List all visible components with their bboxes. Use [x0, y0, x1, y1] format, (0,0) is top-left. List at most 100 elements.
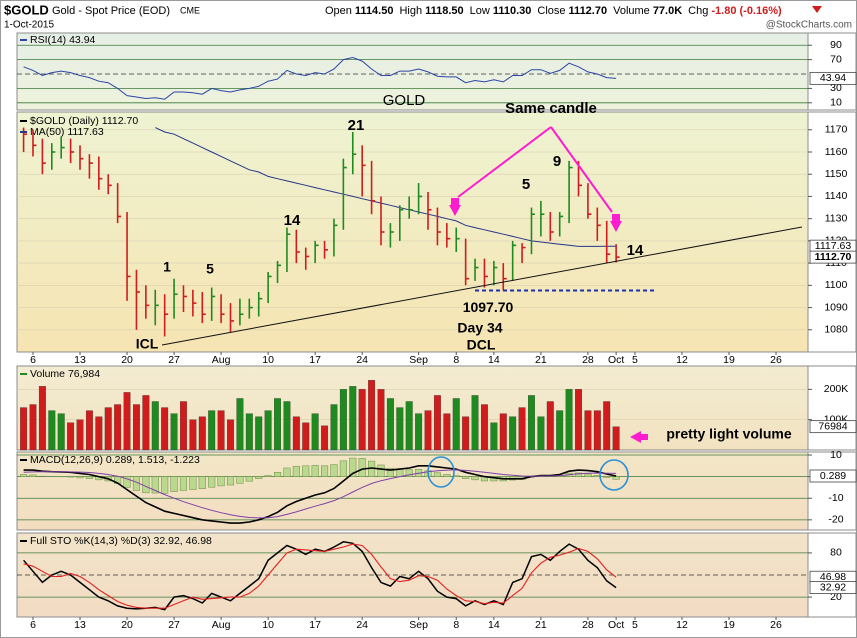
x-tick-label: 20: [121, 354, 133, 366]
volume-bar: [490, 422, 498, 451]
panel-legend: Volume 76,984: [30, 368, 100, 380]
value-tag: [809, 420, 857, 434]
macd-histogram-bar: [179, 476, 188, 491]
annotation: Day 34: [457, 320, 502, 336]
annotation: Same candle: [505, 100, 597, 117]
panel-legend: MA(50) 1117.63: [30, 126, 104, 138]
y-tick-label: 200K: [824, 383, 849, 395]
x-tick-label: 17: [309, 619, 321, 631]
macd-histogram-bar: [29, 474, 37, 477]
exchange: CME: [180, 5, 200, 15]
quote-label: High: [399, 5, 422, 17]
volume-bar: [377, 389, 385, 451]
volume-bar: [396, 407, 404, 451]
pointer-lines: [457, 126, 613, 213]
macd-histogram-bar: [151, 476, 159, 494]
x-tick-label: 12: [676, 619, 688, 631]
y-tick-label: 1130: [825, 212, 848, 224]
x-tick-label: 21: [535, 354, 547, 366]
volume-bar: [575, 389, 582, 451]
quote-label: Low: [470, 5, 490, 17]
macd-histogram-bar: [189, 476, 197, 490]
y-tick-label: 80: [830, 547, 842, 559]
volume-bar: [255, 416, 263, 451]
x-tick-label: Aug: [212, 619, 231, 631]
annotation: 21: [348, 117, 365, 134]
x-tick-label: 19: [723, 354, 735, 366]
instrument-name: Gold - Spot Price (EOD): [52, 5, 170, 17]
x-tick-label: 28: [582, 354, 594, 366]
volume-bar: [499, 413, 507, 451]
macd-histogram-bar: [161, 476, 169, 494]
macd-histogram-bar: [170, 476, 178, 493]
volume-bar: [114, 404, 122, 451]
volume-bar: [132, 404, 140, 451]
x-tick-label: 14: [488, 354, 500, 366]
macd-histogram-bar: [273, 472, 282, 477]
annotation: 9: [553, 153, 561, 170]
y-tick-label: 1150: [825, 168, 848, 180]
volume-bar: [358, 389, 366, 451]
macd-histogram-bar: [226, 476, 235, 486]
volume-bar: [161, 407, 169, 451]
highlight-circle: [427, 456, 455, 488]
macd-line: [23, 465, 617, 524]
macd-histogram-bar: [330, 464, 338, 477]
arrow-down: [449, 198, 461, 216]
macd-histogram-bar: [396, 468, 404, 477]
volume-bar: [415, 413, 423, 451]
volume-bar: [264, 410, 272, 451]
value-tag: [809, 71, 857, 85]
macd-histogram-bar: [339, 460, 347, 477]
quote-label: Close: [537, 5, 565, 17]
quote-label: Chg: [688, 5, 708, 17]
panel-legend: RSI(14) 43.94: [30, 34, 96, 46]
volume-bar: [424, 410, 432, 451]
volume-bar: [443, 413, 451, 451]
volume-bar: [612, 426, 620, 451]
x-tick-label: 24: [356, 354, 368, 366]
volume-bar: [227, 419, 234, 451]
volume-bar: [104, 407, 112, 451]
volume-bar: [95, 416, 103, 451]
annotation: DCL: [467, 337, 496, 353]
macd-histogram-bar: [142, 476, 150, 494]
y-tick-label: 30: [830, 82, 842, 94]
volume-bar: [433, 395, 441, 451]
macd-histogram-bar: [283, 467, 291, 477]
axis-background: [807, 32, 857, 111]
support-label: 1097.70: [463, 299, 514, 315]
volume-bar: [208, 410, 216, 451]
quote-value: 77.0K: [653, 5, 682, 17]
macd-histogram-bar: [462, 476, 470, 479]
volume-bar: [330, 404, 338, 451]
volume-bar: [67, 422, 75, 451]
volume-bar: [386, 398, 394, 451]
y-tick-label: 10: [830, 449, 842, 461]
x-tick-label: Sep: [409, 354, 428, 366]
y-tick-label: -10: [828, 492, 843, 504]
y-tick-label: -20: [828, 514, 843, 526]
macd-histogram-bar: [255, 476, 263, 479]
panel-legend: Full STO %K(14,3) %D(3) 32.92, 46.98: [30, 535, 212, 547]
macd-histogram-bar: [208, 476, 216, 488]
annotation: ICL: [136, 336, 159, 352]
panel-legend: $GOLD (Daily) 1112.70: [30, 115, 138, 127]
annotation: 14: [284, 212, 301, 229]
volume-bar: [339, 389, 347, 451]
macd-histogram-bar: [358, 458, 366, 477]
volume-bar: [481, 404, 488, 451]
x-tick-label: 19: [723, 619, 735, 631]
x-tick-label: 14: [488, 619, 500, 631]
value-tag-label: 0.289: [820, 470, 846, 482]
x-tick-label: 13: [74, 619, 86, 631]
x-tick-label: Sep: [409, 619, 428, 631]
value-tag-label: 76984: [818, 420, 847, 432]
x-tick-label: 5: [632, 354, 638, 366]
y-tick-label: 1080: [824, 324, 848, 336]
macd-histogram-bar: [612, 476, 620, 480]
annotation: 5: [522, 176, 530, 193]
macd-histogram-bar: [603, 476, 611, 478]
x-tick-label: 17: [309, 354, 321, 366]
